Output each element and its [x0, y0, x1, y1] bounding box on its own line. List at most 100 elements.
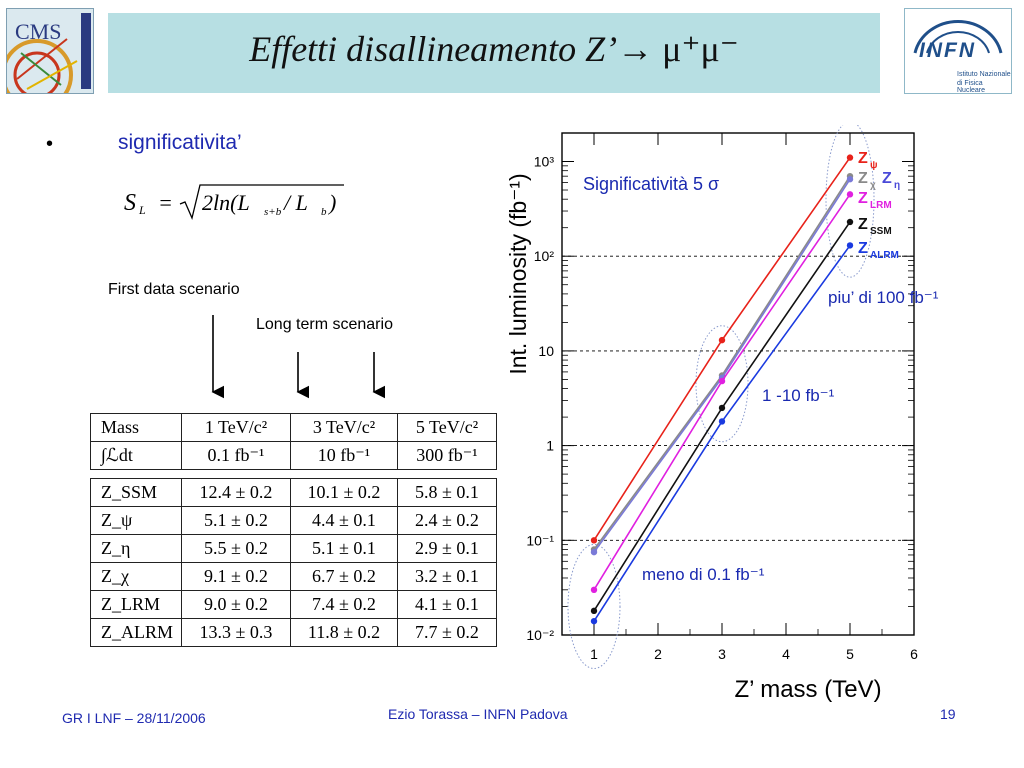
y-tick-label: 10 [538, 343, 554, 359]
significance-table-row: Z_χ 9.1 ± 0.2 6.7 ± 0.2 3.2 ± 0.1 [90, 562, 497, 591]
scenario-table-cell: 3 TeV/c² [290, 413, 398, 442]
significance-table-cell: 4.1 ± 0.1 [397, 590, 497, 619]
significance-table-row: Z_ALRM 13.3 ± 0.3 11.8 ± 0.2 7.7 ± 0.2 [90, 618, 497, 647]
x-tick-label: 5 [846, 646, 854, 662]
formula-eq: = [158, 190, 173, 215]
legend-symbol: Z [858, 150, 868, 167]
infn-logo-sub2: di Fisica Nucleare [957, 80, 986, 94]
scenario-table-cell: 300 fb⁻¹ [397, 441, 497, 470]
significance-table-cell: 4.4 ± 0.1 [290, 506, 398, 535]
infn-logo-sub1: Istituto Nazionale [957, 71, 1011, 78]
significance-table-cell: 2.9 ± 0.1 [397, 534, 497, 563]
x-axis-label: Z’ mass (TeV) [734, 676, 881, 703]
series-line [593, 175, 851, 550]
data-point [846, 218, 854, 226]
significance-formula: S L = 2ln(L s+b / L b ) [122, 182, 357, 222]
significance-table-row: Z_LRM 9.0 ± 0.2 7.4 ± 0.2 4.1 ± 0.1 [90, 590, 497, 619]
series-line [593, 221, 851, 612]
long-term-scenario-label: Long term scenario [256, 316, 393, 333]
legend-subscript: ψ [870, 160, 878, 171]
significance-table-cell: 5.8 ± 0.1 [397, 478, 497, 507]
y-tick-label: 10⁻¹ [526, 532, 554, 548]
significance-table-cell: 2.4 ± 0.2 [397, 506, 497, 535]
formula-lhs-sub: L [138, 203, 146, 217]
legend-subscript: SSM [870, 226, 892, 237]
data-point [590, 537, 598, 544]
significance-table-cell: Z_η [90, 534, 182, 563]
cms-logo: CMS [6, 8, 94, 94]
significance-table-cell: 13.3 ± 0.3 [181, 618, 291, 647]
data-point [846, 191, 854, 198]
legend-symbol: Z [858, 170, 868, 187]
significance-table: Z_SSM 12.4 ± 0.2 10.1 ± 0.2 5.8 ± 0.1 Z_ψ 5.1… [90, 478, 497, 647]
significance-table-cell: 11.8 ± 0.2 [290, 618, 398, 647]
scenario-table: Mass 1 TeV/c² 3 TeV/c² 5 TeV/c² ∫ℒdt 0.1 fb⁻¹… [90, 413, 497, 470]
group-ellipse [695, 325, 749, 443]
x-tick-label: 3 [718, 646, 726, 662]
data-point [590, 617, 598, 625]
infn-logo-graphic [913, 19, 1003, 54]
footer-left: GR I LNF – 28/11/2006 [62, 710, 206, 726]
formula-lhs: S [124, 190, 136, 216]
y-tick-label: 1 [546, 438, 554, 454]
y-tick-label: 10³ [534, 154, 555, 170]
x-tick-label: 1 [590, 646, 598, 662]
plot-frame [561, 132, 915, 636]
legend-subscript: ALRM [870, 250, 899, 261]
significance-table-cell: 7.4 ± 0.2 [290, 590, 398, 619]
scenario-table-cell: 0.1 fb⁻¹ [181, 441, 291, 470]
cms-logo-graphic [7, 9, 93, 93]
bullet-text: significativita’ [118, 131, 242, 154]
x-tick-label: 4 [782, 646, 790, 662]
formula-rhs: 2ln(L [202, 190, 250, 215]
significance-table-cell: Z_LRM [90, 590, 182, 619]
scenario-table-row: Mass 1 TeV/c² 3 TeV/c² 5 TeV/c² [90, 413, 497, 442]
data-point [846, 154, 854, 161]
legend-subscript: χ [870, 180, 876, 191]
footer-middle: Ezio Torassa – INFN Padova [388, 706, 568, 722]
legend-subscript: η [894, 180, 900, 191]
data-point [718, 377, 726, 385]
data-point [590, 607, 598, 615]
cms-logo-text: CMS [15, 19, 62, 44]
page-title: Effetti disallineamento Z’→ μ⁺μ⁻ [108, 28, 880, 70]
bullet-marker: • [46, 133, 54, 155]
scenario-table-cell: Mass [90, 413, 182, 442]
significance-table-cell: Z_SSM [90, 478, 182, 507]
significance-table-row: Z_ψ 5.1 ± 0.2 4.4 ± 0.1 2.4 ± 0.2 [90, 506, 497, 535]
scenario-table-cell: 5 TeV/c² [397, 413, 497, 442]
data-point [590, 548, 598, 556]
scenario-table-row: ∫ℒdt 0.1 fb⁻¹ 10 fb⁻¹ 300 fb⁻¹ [90, 441, 497, 470]
data-point [590, 586, 598, 594]
scenario-table-cell: 10 fb⁻¹ [290, 441, 398, 470]
significance-table-cell: 9.1 ± 0.2 [181, 562, 291, 591]
formula-sub2: b [321, 206, 327, 218]
luminosity-chart: 10⁻² 10⁻¹ 1 10 10² 10³ 1 2 3 4 5 6 Z’ mass (TeV) Int.… [505, 125, 918, 703]
significance-table-cell: 12.4 ± 0.2 [181, 478, 291, 507]
x-tick-label: 6 [910, 646, 918, 662]
annotation-above-100: piu’ di 100 fb⁻¹ [828, 288, 939, 307]
title-text: Effetti disallineamento Z’→ [249, 29, 663, 69]
annotation-significance: Significatività 5 σ [583, 174, 720, 194]
y-axis-label: Int. luminosity (fb⁻¹) [505, 173, 531, 374]
formula-close: ) [327, 190, 336, 215]
first-data-scenario-label: First data scenario [108, 281, 240, 298]
data-point [718, 336, 726, 344]
significance-table-cell: Z_ALRM [90, 618, 182, 647]
title-band [108, 13, 880, 93]
significance-table-cell: 5.5 ± 0.2 [181, 534, 291, 563]
significance-table-row: Z_η 5.5 ± 0.2 5.1 ± 0.1 2.9 ± 0.1 [90, 534, 497, 563]
y-tick-label: 10⁻² [526, 627, 554, 643]
legend-subscript: LRM [870, 200, 892, 211]
formula-graphic: S L = 2ln(L s+b / L b ) [124, 184, 344, 221]
infn-logo-text: INFN [919, 39, 976, 62]
legend-symbol: Z [858, 240, 868, 257]
data-point [718, 404, 726, 412]
significance-table-cell: 9.0 ± 0.2 [181, 590, 291, 619]
significance-table-cell: 5.1 ± 0.2 [181, 506, 291, 535]
group-ellipse [567, 543, 621, 669]
y-tick-label: 10² [534, 248, 555, 264]
formula-sub1: s+b [264, 206, 282, 218]
data-point [718, 418, 726, 425]
significance-table-cell: Z_χ [90, 562, 182, 591]
